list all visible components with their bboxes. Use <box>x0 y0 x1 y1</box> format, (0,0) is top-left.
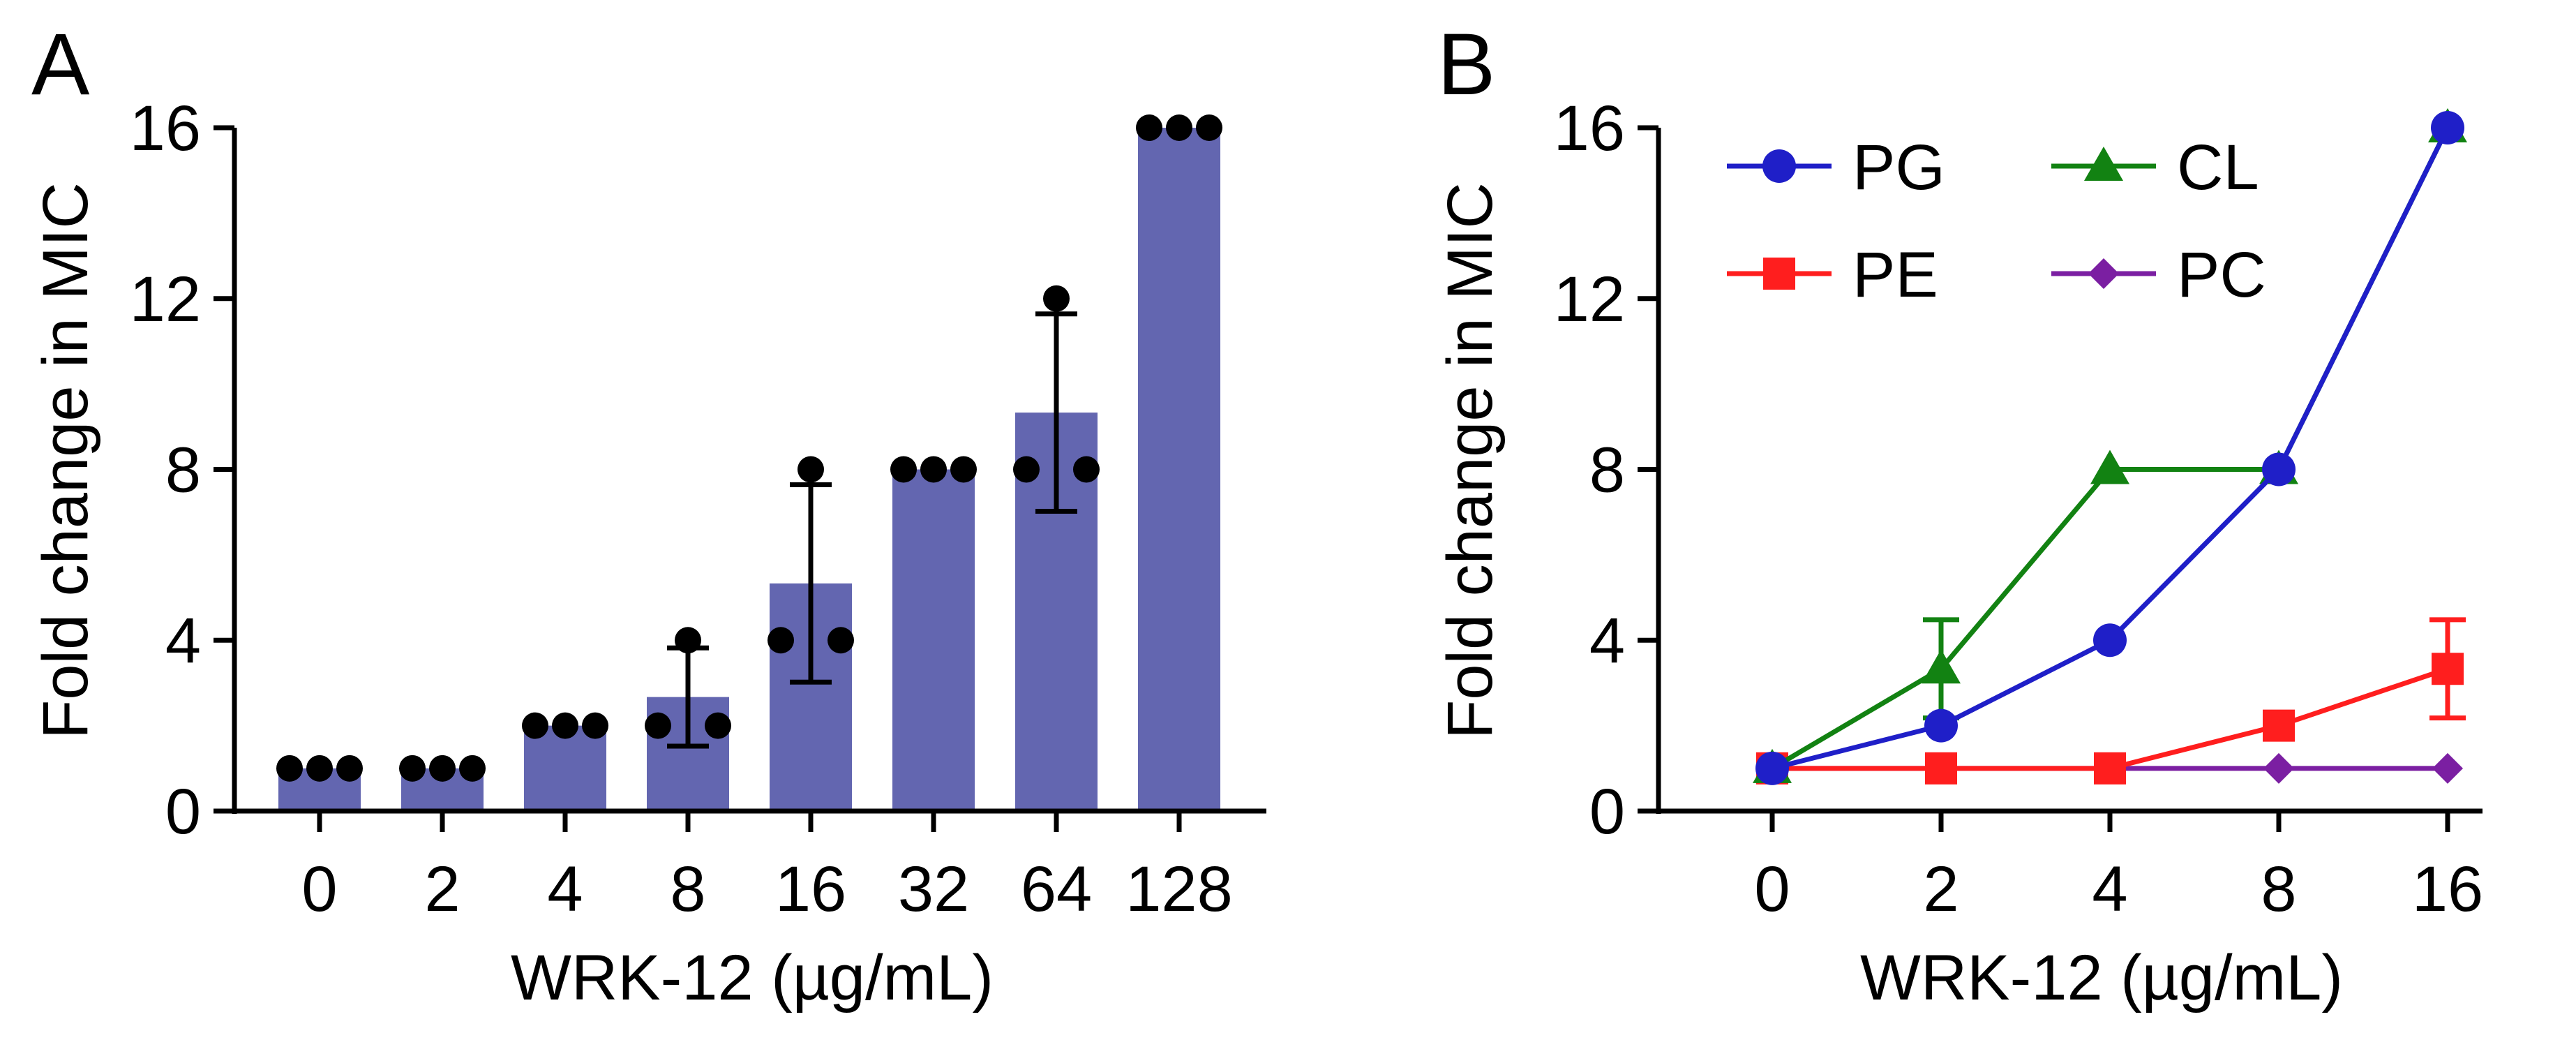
data-point-pg <box>1924 708 1958 743</box>
replicate-point <box>336 755 363 782</box>
replicate-point <box>767 627 794 654</box>
replicate-point <box>459 755 486 782</box>
replicate-point <box>522 712 548 739</box>
data-point-pe <box>2094 752 2126 785</box>
replicate-point <box>276 755 303 782</box>
legend-label-cl: CL <box>2177 132 2259 203</box>
y-tick-label: 12 <box>1554 264 1625 335</box>
x-tick-label: 32 <box>898 854 969 925</box>
data-point-cl <box>1922 649 1961 684</box>
panel-a-plot-area: 0 4 8 12 16 0 2 4 8 16 32 64 128 <box>130 93 1266 925</box>
panel-b: B Fold change in MIC WRK-12 (µg/mL) 0 4 8 1… <box>1435 16 2483 1013</box>
replicate-point <box>429 755 456 782</box>
x-tick-label: 8 <box>2261 854 2296 925</box>
legend-marker-cl <box>2084 147 2123 181</box>
y-tick-label: 0 <box>1589 776 1625 847</box>
panel-a: A Fold change in MIC WRK-12 (µg/mL) 0481… <box>30 16 1266 1013</box>
x-tick-label: 128 <box>1125 854 1233 925</box>
x-tick-label: 0 <box>1754 854 1790 925</box>
data-point-pg <box>2431 111 2464 144</box>
data-point-pe <box>1925 752 1957 785</box>
panel-a-letter: A <box>31 16 90 113</box>
y-tick-label: 8 <box>165 435 201 506</box>
replicate-point <box>1166 114 1192 141</box>
legend-marker-pg <box>1762 149 1796 183</box>
replicate-point <box>1196 114 1222 141</box>
replicate-point <box>828 627 854 654</box>
replicate-point <box>1013 456 1040 483</box>
series-line-cl <box>1771 126 2450 771</box>
panel-a-x-axis-title: WRK-12 (µg/mL) <box>511 942 994 1013</box>
x-tick-label: 2 <box>1923 854 1959 925</box>
data-point-cl <box>2090 450 2129 484</box>
data-point-pc <box>2263 752 2294 784</box>
data-point-pc <box>2432 752 2463 784</box>
replicate-point <box>797 456 824 483</box>
panel-b-letter: B <box>1437 16 1495 113</box>
replicate-point <box>1136 114 1162 141</box>
replicate-point <box>645 712 671 739</box>
replicate-point <box>582 712 608 739</box>
panel-b-legend: PG PE CL PC <box>1727 132 2266 311</box>
x-tick-label: 8 <box>670 854 705 925</box>
panel-b-y-axis-title: Fold change in MIC <box>1435 182 1506 739</box>
bar <box>1138 128 1220 811</box>
y-tick-label: 12 <box>130 264 201 335</box>
replicate-point <box>399 755 426 782</box>
x-tick-label: 16 <box>2412 854 2483 925</box>
legend-marker-pc <box>2088 258 2119 289</box>
y-tick-label: 16 <box>1554 93 1625 164</box>
x-tick-label: 4 <box>2092 854 2127 925</box>
y-tick-label: 0 <box>165 776 201 847</box>
replicate-point <box>1073 456 1100 483</box>
y-tick-label: 4 <box>165 605 201 676</box>
data-point-pg <box>2262 452 2296 486</box>
x-tick-label: 0 <box>301 854 337 925</box>
replicate-point <box>950 456 977 483</box>
data-point-pg <box>1755 751 1789 785</box>
x-tick-label: 4 <box>547 854 583 925</box>
panel-a-y-axis-title: Fold change in MIC <box>30 182 101 739</box>
replicate-point <box>705 712 731 739</box>
data-point-pe <box>2263 709 2295 742</box>
y-tick-label: 4 <box>1589 605 1625 676</box>
data-point-pe <box>2432 653 2464 685</box>
series-line-pg <box>1772 126 2450 771</box>
y-tick-label: 8 <box>1589 435 1625 506</box>
replicate-point <box>1043 285 1070 312</box>
x-tick-label: 64 <box>1021 854 1092 925</box>
replicate-point <box>890 456 917 483</box>
bar <box>892 469 975 811</box>
replicate-point <box>920 456 947 483</box>
x-tick-label: 16 <box>775 854 846 925</box>
panel-b-plot-area: 0 4 8 12 16 0 2 4 8 16 <box>1554 93 2484 925</box>
replicate-point <box>306 755 333 782</box>
data-point-pg <box>2093 623 2127 658</box>
legend-label-pc: PC <box>2177 239 2266 311</box>
panel-b-x-axis-title: WRK-12 (µg/mL) <box>1860 942 2343 1013</box>
legend-label-pe: PE <box>1852 239 1938 311</box>
x-tick-label: 2 <box>424 854 460 925</box>
y-tick-label: 16 <box>130 93 201 164</box>
legend-marker-pe <box>1763 258 1795 290</box>
replicate-point <box>552 712 578 739</box>
bar <box>524 725 606 811</box>
legend-label-pg: PG <box>1852 132 1945 203</box>
